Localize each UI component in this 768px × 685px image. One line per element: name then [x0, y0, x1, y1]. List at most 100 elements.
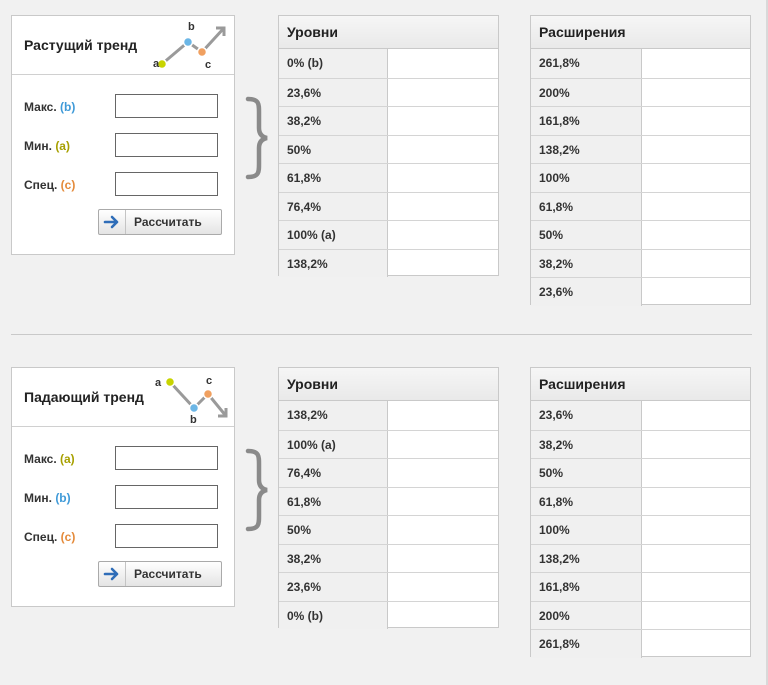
level-label: 100%	[539, 523, 570, 537]
level-label: 61,8%	[287, 171, 322, 185]
table-row: 261,8%	[531, 49, 750, 78]
level-label: 261,8%	[539, 637, 580, 651]
level-value-cell	[642, 278, 750, 306]
arrow-right-icon	[99, 562, 126, 586]
level-label-cell: 76,4%	[279, 459, 388, 487]
level-label-cell: 38,2%	[531, 249, 642, 277]
uptrend-extensions-table: Расширения 261,8% 200% 161,8% 138,2% 100% 61,…	[530, 15, 751, 306]
table-body: 0% (b) 23,6% 38,2% 50% 61,8% 76,4% 100% (a) 138…	[279, 49, 498, 277]
table-row: 0% (b)	[279, 600, 498, 629]
table-row: 261,8%	[531, 629, 750, 658]
level-value-cell	[642, 193, 750, 221]
level-label-cell: 138,2%	[279, 249, 388, 277]
icon-label-b: b	[188, 21, 195, 33]
level-value-cell	[388, 401, 498, 430]
icon-label-c: c	[205, 59, 211, 71]
level-label: 38,2%	[287, 114, 322, 128]
table-row: 23,6%	[531, 277, 750, 306]
level-label: 100% (a)	[287, 228, 336, 242]
level-label: 76,4%	[287, 466, 322, 480]
level-value-cell	[388, 488, 498, 516]
uptrend-title: Растущий тренд	[24, 37, 138, 53]
downtrend-max-input[interactable]	[115, 446, 218, 470]
field-label: Мин.	[24, 139, 52, 153]
uptrend-calculate-button[interactable]: Рассчитать	[98, 209, 222, 235]
level-value-cell	[642, 602, 750, 630]
table-title: Расширения	[539, 376, 626, 392]
uptrend-spec-input[interactable]	[115, 172, 218, 196]
table-row: 50%	[531, 458, 750, 487]
level-value-cell	[388, 107, 498, 135]
level-label: 138,2%	[287, 408, 328, 422]
level-label-cell: 50%	[531, 221, 642, 249]
table-row: 161,8%	[531, 572, 750, 601]
table-row: 50%	[531, 220, 750, 249]
level-value-cell	[388, 431, 498, 459]
uptrend-max-input[interactable]	[115, 94, 218, 118]
table-row: 76,4%	[279, 458, 498, 487]
level-label-cell: 200%	[531, 601, 642, 629]
level-label-cell: 100% (a)	[279, 221, 388, 249]
table-header: Уровни	[279, 16, 498, 49]
table-row: 23,6%	[531, 401, 750, 430]
level-label-cell: 138,2%	[531, 135, 642, 163]
table-row: 38,2%	[279, 543, 498, 573]
level-label-cell: 50%	[531, 459, 642, 487]
icon-label-b: b	[190, 414, 197, 424]
table-row: 50%	[279, 515, 498, 544]
table-row: 100% (a)	[279, 429, 498, 459]
level-label: 161,8%	[539, 114, 580, 128]
table-row: 100% (a)	[279, 220, 498, 249]
level-label-cell: 138,2%	[279, 401, 388, 430]
level-label-cell: 23,6%	[279, 78, 388, 106]
level-label: 161,8%	[539, 580, 580, 594]
icon-label-a: a	[155, 377, 162, 389]
field-label: Макс.	[24, 100, 57, 114]
downtrend-min-input[interactable]	[115, 485, 218, 509]
table-body: 23,6% 38,2% 50% 61,8% 100% 138,2% 161,8% 200% 26…	[531, 401, 750, 658]
downtrend-levels-table: Уровни 138,2% 100% (a) 76,4% 61,8% 50% 38,2% 2…	[278, 367, 499, 629]
level-label-cell: 200%	[531, 78, 642, 106]
table-row: 23,6%	[279, 572, 498, 601]
level-label: 200%	[539, 85, 570, 100]
downtrend-calculate-button[interactable]: Рассчитать	[98, 561, 222, 587]
table-row: 100%	[531, 163, 750, 192]
downtrend-title: Падающий тренд	[24, 389, 144, 405]
table-row: 200%	[531, 77, 750, 107]
field-label: Макс.	[24, 452, 57, 466]
table-row: 138,2%	[531, 543, 750, 573]
level-label-cell: 61,8%	[531, 487, 642, 515]
table-title: Уровни	[287, 24, 338, 40]
level-value-cell	[388, 545, 498, 573]
level-label: 23,6%	[287, 580, 322, 594]
table-row: 0% (b)	[279, 49, 498, 78]
table-header: Расширения	[531, 368, 750, 401]
table-row: 50%	[279, 134, 498, 163]
level-value-cell	[642, 221, 750, 249]
level-value-cell	[388, 164, 498, 192]
level-label: 61,8%	[539, 199, 574, 214]
field-label: Мин.	[24, 491, 52, 505]
uptrend-field-min: Мин. (a)	[24, 133, 224, 161]
table-row: 38,2%	[531, 248, 750, 277]
table-row: 38,2%	[531, 429, 750, 458]
table-row: 61,8%	[531, 486, 750, 515]
level-value-cell	[642, 79, 750, 107]
downtrend-spec-input[interactable]	[115, 524, 218, 548]
field-tag: (a)	[60, 452, 75, 466]
level-label-cell: 23,6%	[531, 278, 642, 306]
level-label-cell: 50%	[279, 135, 388, 163]
level-label-cell: 61,8%	[531, 192, 642, 220]
level-value-cell	[388, 250, 498, 278]
downtrend-field-spec: Спец. (c)	[24, 524, 224, 552]
level-label: 100% (a)	[287, 437, 336, 452]
level-label: 50%	[287, 523, 312, 537]
level-value-cell	[642, 545, 750, 573]
level-label-cell: 23,6%	[279, 573, 388, 601]
level-value-cell	[388, 459, 498, 487]
level-label-cell: 261,8%	[531, 49, 642, 78]
table-title: Уровни	[287, 376, 338, 392]
level-label: 38,2%	[539, 256, 574, 271]
level-label-cell: 0% (b)	[279, 601, 388, 629]
uptrend-min-input[interactable]	[115, 133, 218, 157]
